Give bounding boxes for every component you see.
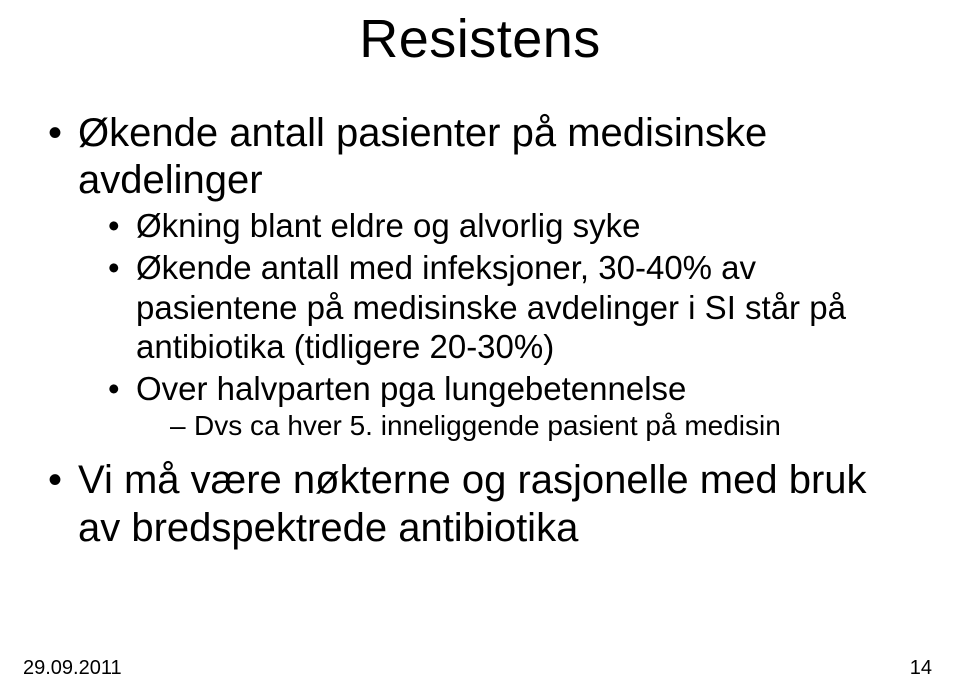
bullet-text: Økende antall pasienter på medisinske av… bbox=[78, 111, 767, 202]
footer-date: 29.09.2011 bbox=[23, 657, 122, 680]
bullet-text: Vi må være nøkterne og rasjonelle med br… bbox=[78, 458, 867, 549]
bullet-item: Dvs ca hver 5. inneliggende pasient på m… bbox=[170, 408, 918, 443]
bullet-text: Over halvparten pga lungebetennelse bbox=[136, 370, 686, 407]
bullet-list-lvl1: Økende antall pasienter på medisinske av… bbox=[48, 110, 918, 552]
bullet-item: Over halvparten pga lungebetennelse Dvs … bbox=[108, 369, 918, 444]
bullet-item: Vi må være nøkterne og rasjonelle med br… bbox=[48, 457, 918, 551]
slide: Resistens Økende antall pasienter på med… bbox=[0, 0, 960, 698]
slide-title: Resistens bbox=[0, 8, 960, 70]
bullet-item: Økende antall pasienter på medisinske av… bbox=[48, 110, 918, 443]
bullet-text: Dvs ca hver 5. inneliggende pasient på m… bbox=[194, 410, 781, 441]
bullet-text: Økende antall med infeksjoner, 30-40% av… bbox=[136, 249, 846, 365]
bullet-item: Økning blant eldre og alvorlig syke bbox=[108, 206, 918, 246]
bullet-item: Økende antall med infeksjoner, 30-40% av… bbox=[108, 248, 918, 367]
bullet-list-lvl2: Økning blant eldre og alvorlig syke Øken… bbox=[78, 206, 918, 443]
bullet-list-lvl3: Dvs ca hver 5. inneliggende pasient på m… bbox=[136, 408, 918, 443]
slide-content: Økende antall pasienter på medisinske av… bbox=[48, 110, 918, 556]
bullet-text: Økning blant eldre og alvorlig syke bbox=[136, 207, 640, 244]
footer-page-number: 14 bbox=[910, 657, 932, 680]
